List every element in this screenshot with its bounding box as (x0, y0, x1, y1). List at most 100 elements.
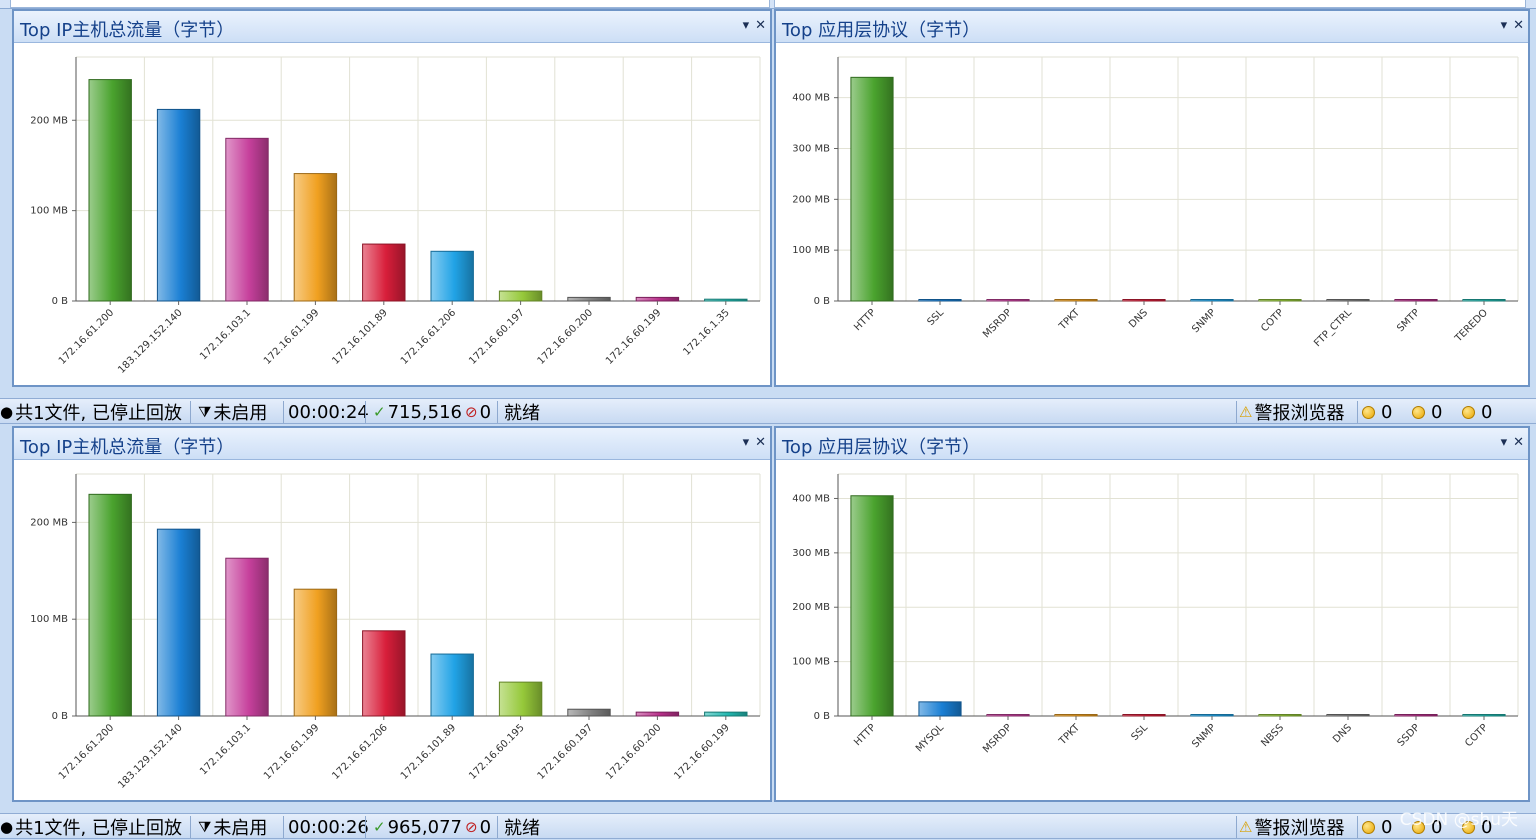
x-tick-label: 172.16.101.89 (330, 307, 390, 367)
alert-browser-label: 警报浏览器 (1254, 818, 1345, 839)
x-tick-label: TPKT (1057, 307, 1083, 333)
y-tick-label: 0 B (52, 296, 69, 307)
x-tick-label: 172.16.61.206 (399, 307, 459, 367)
ip-bar-chart: 0 B 100 MB 200 MB 172.16.61.200 183.129.152.… (30, 473, 761, 791)
panel-title: Top IP主机总流量（字节） (20, 20, 235, 41)
panel-title: Top 应用层协议（字节） (782, 20, 981, 41)
warning-icon: ⚠ (1239, 818, 1253, 836)
file-status-text: 共1文件, 已停止回放 (15, 818, 182, 839)
drop-count-text: 0 (479, 401, 492, 423)
close-icon[interactable]: ✕ (755, 435, 766, 450)
alert-count-3: 0 (1462, 401, 1492, 423)
dropdown-arrow-icon[interactable]: ▾ (742, 18, 750, 33)
top-protocols-panel: Top 应用层协议（字节） ▾ ✕ 0 B 100 MB 200 MB 300 MB 40… (774, 426, 1530, 802)
bar-SSDP (1394, 714, 1438, 717)
alert-browser-button[interactable]: ⚠ 警报浏览器 (1239, 816, 1345, 839)
x-tick-label: 183.129.152.140 (116, 722, 185, 791)
dropdown-arrow-icon[interactable]: ▾ (742, 435, 750, 450)
file-status: ● 共1文件, 已停止回放 (0, 816, 182, 839)
packet-count-text: 715,516 (387, 401, 463, 423)
x-tick-label: SSL (1129, 722, 1150, 743)
x-tick-label: 172.16.61.199 (262, 722, 322, 782)
top-strip (0, 0, 1536, 9)
bar-SNMP (1190, 299, 1234, 302)
x-tick-label: HTTP (852, 722, 878, 748)
chart-area: 0 B 100 MB 200 MB 300 MB 400 MB HTTP SSL MSRDP T… (776, 45, 1528, 385)
top-ip-hosts-panel: Top IP主机总流量（字节） ▾ ✕ 0 B 100 MB 200 MB 172.16… (12, 426, 772, 802)
x-tick-label: 172.16.103.1 (198, 307, 253, 362)
bar-172.16.101.89 (430, 653, 474, 717)
y-tick-label: 0 B (814, 711, 831, 722)
bar-172.16.103.1 (225, 557, 269, 717)
close-icon[interactable]: ✕ (1513, 18, 1524, 33)
close-icon[interactable]: ✕ (1513, 435, 1524, 450)
elapsed-time: 00:00:26 (288, 816, 369, 838)
bar-HTTP (850, 76, 894, 302)
x-tick-label: 172.16.103.1 (198, 722, 253, 777)
bar-172.16.60.197 (567, 708, 611, 717)
y-tick-label: 0 B (52, 711, 69, 722)
panel-controls: ▾ ✕ (1495, 18, 1524, 33)
alert-count-1: 0 (1362, 816, 1392, 838)
top-protocols-panel: Top 应用层协议（字节） ▾ ✕ 0 B 100 MB 200 MB 300 MB 40… (774, 9, 1530, 387)
alert-browser-label: 警报浏览器 (1254, 403, 1345, 424)
file-icon: ● (0, 818, 14, 836)
y-tick-label: 100 MB (30, 206, 68, 217)
bar-COTP (1258, 299, 1302, 302)
bar-172.16.103.1 (225, 137, 269, 302)
x-tick-label: SSL (925, 307, 946, 328)
panel-controls: ▾ ✕ (737, 18, 766, 33)
file-icon: ● (0, 403, 14, 421)
protocol-bar-chart: 0 B 100 MB 200 MB 300 MB 400 MB HTTP MYSQL MSRD… (792, 473, 1519, 755)
x-tick-label: 172.16.61.200 (57, 307, 117, 367)
bar-HTTP (850, 495, 894, 717)
alert-browser-button[interactable]: ⚠ 警报浏览器 (1239, 401, 1345, 424)
x-tick-label: SNMP (1190, 307, 1218, 335)
filter-icon: ⧩ (198, 818, 212, 836)
bar-172.16.61.200 (88, 79, 132, 302)
alert-dot-icon (1362, 820, 1375, 834)
bar-172.16.60.199 (635, 296, 680, 302)
filter-status[interactable]: ⧩ 未启用 (198, 401, 267, 424)
bar-172.16.61.206 (430, 250, 474, 302)
x-tick-label: 172.16.61.199 (262, 307, 322, 367)
x-tick-label: 172.16.1.35 (681, 307, 732, 358)
bar-172.16.61.199 (293, 173, 338, 302)
bar-172.16.60.199 (704, 711, 748, 717)
bar-172.16.61.199 (293, 588, 338, 717)
x-tick-label: SNMP (1190, 722, 1218, 750)
y-tick-label: 300 MB (792, 144, 830, 155)
filter-status[interactable]: ⧩ 未启用 (198, 816, 268, 839)
alert-dot-icon (1462, 820, 1475, 834)
alert-dot-icon (1462, 405, 1475, 419)
x-tick-label: SMTP (1395, 307, 1422, 334)
x-tick-label: 183.129.152.140 (116, 307, 185, 376)
top-ip-hosts-panel: Top IP主机总流量（字节） ▾ ✕ 0 B 100 MB 200 MB 172.16… (12, 9, 772, 387)
bar-183.129.152.140 (156, 528, 201, 717)
check-icon: ✓ (373, 818, 386, 836)
close-icon[interactable]: ✕ (755, 18, 766, 33)
bar-TPKT (1054, 299, 1098, 302)
x-tick-label: NBSS (1259, 722, 1286, 749)
bar-FTP_CTRL (1326, 299, 1370, 302)
alert-count-3: 0 (1462, 816, 1492, 838)
x-tick-label: 172.16.60.199 (604, 307, 664, 367)
panel-header: Top 应用层协议（字节） ▾ ✕ (776, 428, 1528, 460)
dropdown-arrow-icon[interactable]: ▾ (1500, 18, 1508, 33)
drop-count: ⊘ 0 (465, 401, 491, 423)
packet-count: ✓ 715,516 (373, 401, 462, 423)
bar-DNS (1122, 299, 1166, 302)
alert-dot-icon (1412, 820, 1425, 834)
ready-status: 就绪 (504, 818, 540, 839)
chart-area: 0 B 100 MB 200 MB 300 MB 400 MB HTTP MYSQL MSRD… (776, 462, 1528, 800)
filter-status-text: 未启用 (213, 818, 268, 839)
status-bar: ● 共1文件, 已停止回放 ⧩ 未启用 00:00:24 ✓ 715,516 ⊘ 0 就… (0, 398, 1536, 424)
elapsed-time: 00:00:24 (288, 401, 369, 423)
bar-172.16.1.35 (704, 298, 748, 302)
alert-dot-icon (1362, 405, 1375, 419)
dropdown-arrow-icon[interactable]: ▾ (1500, 435, 1508, 450)
drop-count-text: 0 (479, 816, 492, 838)
x-tick-label: MYSQL (914, 722, 946, 754)
bar-183.129.152.140 (156, 108, 201, 302)
panel-title: Top IP主机总流量（字节） (20, 437, 235, 458)
